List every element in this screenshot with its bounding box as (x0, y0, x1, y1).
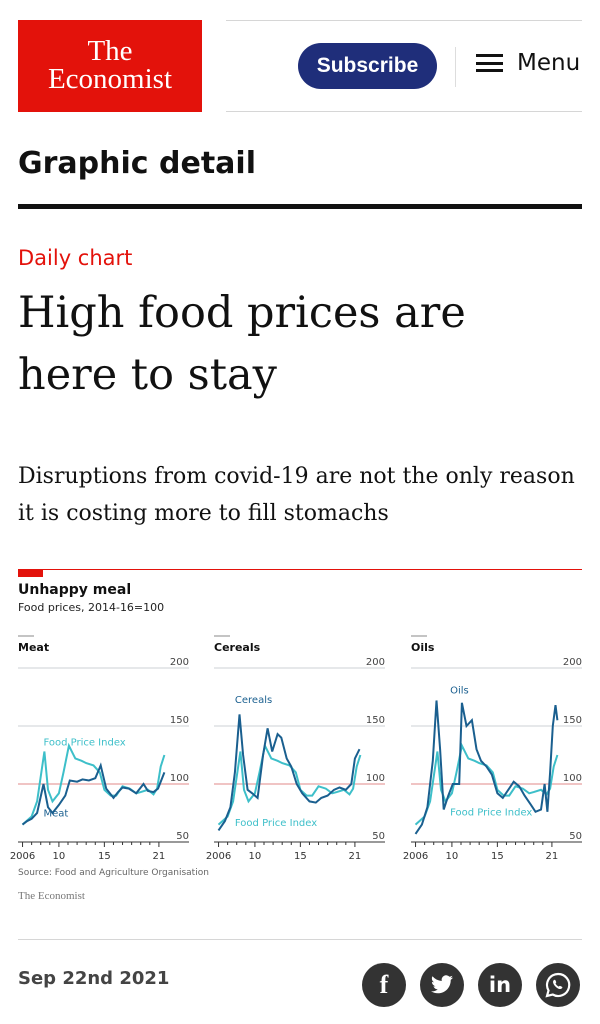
cereals-line (217, 714, 361, 831)
panel-title: Meat (18, 641, 49, 654)
menu-button[interactable]: Menu (476, 50, 580, 76)
chart-top-rule (18, 569, 582, 570)
subscribe-button[interactable]: Subscribe (298, 43, 437, 89)
x-tick-label: 2006 (10, 851, 35, 862)
fpi-label: Food Price Index (235, 818, 317, 829)
logo-line-1: The (87, 35, 133, 67)
chart-subtitle: Food prices, 2014-16=100 (18, 601, 165, 614)
chart-brand: The Economist (18, 890, 85, 902)
y-tick-label: 150 (366, 715, 385, 726)
chart-panel-oils: Oils 200 150 100 50 2006 10 15 21 Oils Food Price … (403, 635, 582, 862)
chart-source: Source: Food and Agriculture Organisatio… (18, 868, 209, 878)
facebook-icon[interactable]: f (362, 963, 406, 1007)
y-tick-label: 100 (563, 773, 582, 784)
section-rule (18, 204, 582, 209)
x-tick-label: 21 (546, 851, 559, 862)
y-tick-label: 200 (170, 657, 189, 668)
header-divider (226, 20, 582, 21)
header-divider (226, 111, 582, 112)
fpi-label: Food Price Index (43, 738, 125, 749)
x-tick-label: 21 (153, 851, 166, 862)
section-title[interactable]: Graphic detail (18, 146, 256, 181)
y-tick-label: 100 (366, 773, 385, 784)
food-price-index-line (217, 742, 362, 826)
y-tick-label: 200 (366, 657, 385, 668)
x-tick-label: 10 (53, 851, 66, 862)
y-tick-label: 50 (569, 831, 582, 842)
linkedin-icon[interactable]: in (478, 963, 522, 1007)
meat-line (21, 762, 166, 826)
x-tick-label: 2006 (206, 851, 231, 862)
series-label: Oils (450, 686, 469, 697)
hamburger-icon (476, 54, 503, 72)
chart-title: Unhappy meal (18, 582, 132, 598)
article-headline: High food prices are here to stay (18, 288, 466, 400)
y-tick-label: 150 (170, 715, 189, 726)
panel-title: Cereals (214, 641, 261, 654)
series-label: Cereals (235, 695, 272, 706)
article-standfirst: Disruptions from covid-19 are not the on… (18, 464, 575, 526)
y-tick-label: 200 (563, 657, 582, 668)
panel-title: Oils (411, 641, 435, 654)
x-tick-label: 15 (491, 851, 504, 862)
chart-panel-meat: Meat 200 150 100 50 2006 10 15 21 Meat Food Price … (10, 635, 189, 862)
x-tick-label: 15 (98, 851, 111, 862)
x-tick-label: 15 (294, 851, 307, 862)
y-tick-label: 50 (176, 831, 189, 842)
oils-line (414, 700, 559, 835)
fpi-label: Food Price Index (450, 807, 532, 818)
y-tick-label: 50 (372, 831, 385, 842)
article-kicker[interactable]: Daily chart (18, 246, 133, 270)
x-tick-label: 21 (349, 851, 362, 862)
economist-logo[interactable]: The Economist (18, 20, 202, 112)
footer-divider (18, 939, 582, 940)
chart-red-tag (18, 569, 43, 577)
y-tick-label: 100 (170, 773, 189, 784)
twitter-icon[interactable] (420, 963, 464, 1007)
menu-label: Menu (517, 50, 581, 76)
header-separator (455, 47, 456, 87)
chart-panels: Meat 200 150 100 50 2006 10 15 21 Meat Food Price … (10, 635, 582, 862)
series-label: Meat (43, 808, 68, 819)
logo-line-2: Economist (47, 63, 173, 95)
whatsapp-icon[interactable] (536, 963, 580, 1007)
publish-date: Sep 22nd 2021 (18, 968, 170, 989)
x-tick-label: 10 (446, 851, 459, 862)
y-tick-label: 150 (563, 715, 582, 726)
x-tick-label: 2006 (403, 851, 428, 862)
x-tick-label: 10 (249, 851, 262, 862)
share-buttons: f in (362, 963, 580, 1007)
chart-panel-cereals: Cereals 200 150 100 50 2006 10 15 21 Cereals Food … (206, 635, 385, 862)
